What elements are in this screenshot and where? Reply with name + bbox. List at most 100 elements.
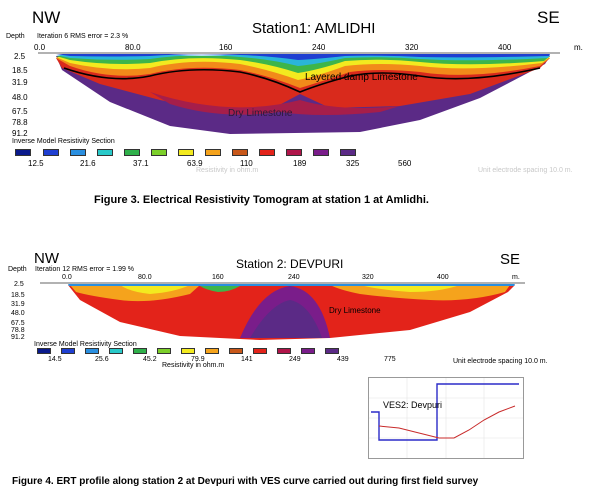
depth-tick: 18.5 — [12, 66, 28, 75]
x-unit: m. — [512, 274, 520, 281]
fig4-nw-label: NW — [34, 250, 59, 267]
fig3-legend-title: Inverse Model Resistivity Section — [12, 138, 115, 145]
legend-value: 25.6 — [95, 356, 109, 363]
fig3-title: Station1: AMLIDHI — [252, 20, 376, 37]
legend-swatch — [43, 149, 59, 156]
fig4-se-label: SE — [500, 251, 521, 268]
fig3-layer-cyan — [56, 55, 550, 66]
fig4-caption: Figure 4. ERT profile along station 2 at… — [12, 476, 479, 487]
fig4-spacing-label: Unit electrode spacing 10.0 m. — [453, 358, 548, 365]
legend-swatch — [133, 348, 147, 354]
ves-model-line — [371, 383, 519, 441]
ves-label: VES2: Devpuri — [383, 400, 443, 410]
depth-tick: 18.5 — [11, 292, 25, 299]
ves-inset — [368, 377, 524, 459]
legend-swatch — [325, 348, 339, 354]
legend-swatch — [340, 149, 356, 156]
legend-value: 79.9 — [191, 356, 205, 363]
fig3-color-legend: 12.5 21.6 37.1 63.9 110 189 325 560 — [0, 146, 600, 176]
x-tick: 0.0 — [34, 43, 46, 52]
fig4-patch-green — [200, 286, 240, 292]
legend-swatch — [124, 149, 140, 156]
legend-swatch — [205, 348, 219, 354]
ves-observed-curve — [378, 405, 516, 439]
fig3-iteration: Iteration 6 RMS error = 2.3 % — [37, 33, 129, 40]
fig3-x-ticks: 0.0 80.0 160 240 320 400 m. — [0, 0, 600, 60]
depth-tick: 67.5 — [11, 320, 25, 327]
depth-tick: 48.0 — [12, 93, 28, 102]
x-tick: 160 — [212, 274, 224, 281]
fig4-depth-label: Depth — [8, 266, 27, 273]
x-tick: 240 — [288, 274, 300, 281]
legend-value: 63.9 — [187, 159, 203, 168]
ves-plot — [369, 378, 523, 458]
fig4-layer-blue-top — [68, 284, 515, 286]
fig3-spacing-faded: Unit electrode spacing 10.0 m. — [478, 167, 573, 174]
fig4-tomogram — [40, 282, 525, 340]
depth-tick: 78.8 — [11, 327, 25, 334]
legend-swatch — [37, 348, 51, 354]
fig3-depth-axis: 2.5 18.5 31.9 48.0 67.5 78.8 91.2 — [0, 50, 40, 140]
fig3-layer-blue — [56, 54, 550, 60]
legend-value: 21.6 — [80, 159, 96, 168]
legend-value: 189 — [293, 159, 307, 168]
legend-swatch — [61, 348, 75, 354]
fig3-depth-label: Depth — [6, 33, 25, 40]
legend-value: 249 — [289, 356, 301, 363]
fig4-resistivity-label: Resistivity in ohm.m — [162, 362, 225, 369]
legend-swatch — [178, 149, 194, 156]
fig3-label-layered: Layered damp Limestone — [305, 72, 418, 83]
legend-swatch — [85, 348, 99, 354]
depth-tick: 31.9 — [12, 78, 28, 87]
fig4-iteration: Iteration 12 RMS error = 1.99 % — [35, 266, 135, 273]
depth-tick: 31.9 — [11, 301, 25, 308]
legend-value: 37.1 — [133, 159, 149, 168]
fig3-layer-blend — [150, 92, 400, 115]
legend-swatch — [205, 149, 221, 156]
x-unit: m. — [574, 43, 583, 52]
fig3-contour-line — [63, 67, 541, 93]
legend-swatch — [253, 348, 267, 354]
x-tick: 80.0 — [125, 43, 141, 52]
legend-swatch — [97, 149, 113, 156]
fig4-layer-purple-core — [250, 300, 322, 338]
legend-value: 141 — [241, 356, 253, 363]
fig3-resistivity-faded: Resistivity in ohm.m — [196, 167, 259, 174]
fig3-tomogram — [38, 52, 560, 134]
x-tick: 0.0 — [62, 274, 72, 281]
fig4-depth-axis: 2.5 18.5 31.9 48.0 67.5 78.8 91.2 — [0, 281, 40, 341]
fig4-patch-yellow-right — [360, 285, 460, 292]
legend-swatch — [232, 149, 248, 156]
fig4-label-dry: Dry Limestone — [329, 306, 381, 315]
legend-swatch — [181, 348, 195, 354]
fig4-color-legend: 14.5 25.6 45.2 79.9 141 249 439 775 — [0, 346, 600, 370]
fig4-title: Station 2: DEVPURI — [236, 257, 344, 271]
x-tick: 80.0 — [138, 274, 152, 281]
depth-tick: 2.5 — [14, 281, 24, 288]
depth-tick: 67.5 — [12, 107, 28, 116]
fig4-legend-title: Inverse Model Resistivity Section — [34, 341, 137, 348]
legend-value: 45.2 — [143, 356, 157, 363]
legend-swatch — [151, 149, 167, 156]
x-tick: 400 — [498, 43, 512, 52]
legend-value: 775 — [384, 356, 396, 363]
legend-swatch — [109, 348, 123, 354]
legend-swatch — [313, 149, 329, 156]
legend-value: 325 — [346, 159, 360, 168]
legend-value: 12.5 — [28, 159, 44, 168]
depth-tick: 91.2 — [11, 334, 25, 341]
legend-swatch — [15, 149, 31, 156]
depth-tick: 91.2 — [12, 129, 28, 138]
legend-swatch — [157, 348, 171, 354]
fig3-caption: Figure 3. Electrical Resistivity Tomogra… — [94, 194, 429, 206]
depth-tick: 48.0 — [11, 310, 25, 317]
fig4-patch-yellow-left — [120, 285, 190, 294]
legend-swatch — [286, 149, 302, 156]
fig4-x-ticks: 0.0 80.0 160 240 320 400 m. — [0, 260, 600, 290]
fig3-nw-label: NW — [32, 8, 61, 27]
x-tick: 240 — [312, 43, 326, 52]
fig3-se-label: SE — [537, 8, 560, 27]
legend-swatch — [229, 348, 243, 354]
x-tick: 320 — [362, 274, 374, 281]
fig3-label-dry: Dry Limestone — [228, 108, 293, 119]
